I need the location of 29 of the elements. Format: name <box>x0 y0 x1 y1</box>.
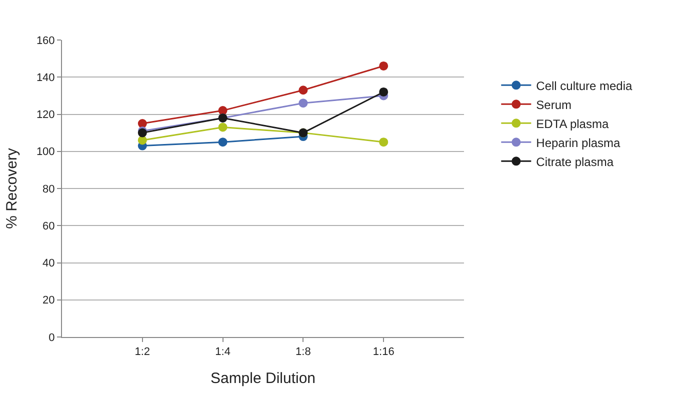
x-axis-title: Sample Dilution <box>210 370 316 388</box>
y-tick-label: 160 <box>36 34 55 47</box>
x-tick-label: 1:16 <box>372 346 394 358</box>
x-tick-label: 1:8 <box>296 346 311 358</box>
x-tick-label: 1:4 <box>215 346 230 358</box>
y-tick-label: 40 <box>42 258 55 270</box>
y-tick-label: 100 <box>36 146 55 158</box>
point <box>218 122 228 132</box>
x-tick-label: 1:2 <box>134 346 150 358</box>
point <box>379 87 388 96</box>
legend-label: EDTA plasma <box>536 116 609 131</box>
legend-label: Serum <box>536 98 572 112</box>
point <box>379 61 388 70</box>
legend-label: Heparin plasma <box>536 136 621 150</box>
y-tick-label: 120 <box>36 109 55 122</box>
y-tick-label: 140 <box>36 72 55 84</box>
y-axis-title: % Recovery <box>4 148 21 229</box>
point <box>379 138 388 147</box>
point <box>298 86 308 95</box>
y-tick-label: 0 <box>48 332 55 344</box>
y-tick-label: 20 <box>42 294 55 307</box>
legend-label: Citrate plasma <box>536 154 614 169</box>
point <box>138 119 147 128</box>
point <box>218 138 228 147</box>
y-tick-label: 60 <box>42 220 55 232</box>
point <box>298 98 308 108</box>
legend-label: Cell culture media <box>536 78 633 93</box>
point <box>138 136 147 145</box>
y-tick-label: 80 <box>42 183 55 196</box>
